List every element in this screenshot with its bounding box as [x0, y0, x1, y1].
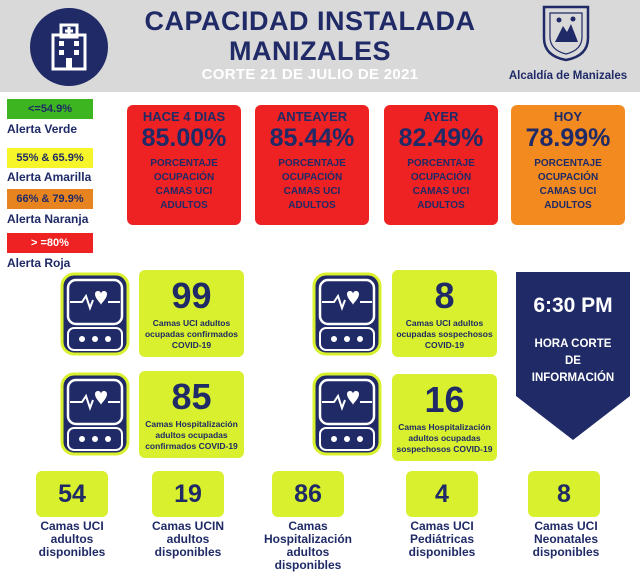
occupancy-value: 78.99%: [525, 124, 611, 152]
occupancy-desc: CAMAS UCI: [283, 186, 341, 197]
occupancy-card-hace-4-dias: HACE 4 DIAS 85.00% PORCENTAJE OCUPACIÓN CA…: [127, 105, 241, 225]
occupancy-value: 82.49%: [398, 124, 484, 152]
occupancy-desc: CAMAS UCI: [412, 186, 470, 197]
stat-value: 99: [171, 275, 212, 316]
occupancy-desc: OCUPACIÓN: [153, 172, 215, 183]
legend-swatch-naranja: 66% & 79.9%: [7, 189, 93, 209]
legend-label-verde: Alerta Verde: [7, 122, 78, 136]
available-label-uci-neonatales: Camas UCI Neonatales disponibles: [516, 520, 616, 559]
available-label-line: Camas UCI: [410, 519, 474, 533]
page-title-line1: CAPACIDAD INSTALADA: [144, 6, 476, 36]
stat-card-uci-confirmados: 99 Camas UCI adultos ocupadas confirmados…: [139, 270, 244, 357]
cut-time-caption: HORA CORTE: [534, 338, 612, 350]
available-label-line: disponibles: [154, 545, 222, 559]
occupancy-period: HACE 4 DIAS: [142, 109, 226, 124]
available-label-hospitalizacion: Camas Hospitalización adultos disponible…: [252, 520, 364, 572]
available-label-line: disponibles: [274, 558, 342, 572]
available-label-line: adultos: [50, 532, 94, 546]
stat-label: confirmados COVID-19: [145, 441, 238, 451]
occupancy-period: AYER: [423, 109, 459, 124]
cut-time-caption: INFORMACIÓN: [531, 372, 615, 384]
occupancy-desc: PORCENTAJE: [150, 158, 218, 169]
occupancy-value: 85.00%: [141, 124, 227, 152]
legend-label-amarilla: Alerta Amarilla: [7, 170, 92, 184]
stat-label: Camas Hospitalización: [145, 419, 238, 429]
page-title-line2: MANIZALES: [229, 36, 391, 66]
occupancy-desc: CAMAS UCI: [539, 186, 597, 197]
stat-label: COVID-19: [424, 340, 465, 350]
occupancy-desc: ADULTOS: [544, 200, 592, 211]
available-label-line: disponibles: [38, 545, 106, 559]
available-label-line: Camas UCI: [40, 519, 104, 533]
occupancy-desc: PORCENTAJE: [407, 158, 475, 169]
occupancy-desc: ADULTOS: [288, 200, 336, 211]
heart-rate-monitor-icon: [60, 272, 130, 356]
available-label-uci-pediatricas: Camas UCI Pediátricas disponibles: [390, 520, 494, 559]
available-label-line: Camas UCIN: [151, 519, 225, 533]
heart-rate-monitor-icon: [312, 372, 382, 456]
legend-swatch-amarilla: 55% & 65.9%: [7, 148, 93, 168]
occupancy-desc: ADULTOS: [417, 200, 465, 211]
header-banner: CAPACIDAD INSTALADA MANIZALES CORTE 21 D…: [0, 0, 640, 92]
heart-rate-monitor-icon: [60, 372, 130, 456]
occupancy-card-ayer: AYER 82.49% PORCENTAJE OCUPACIÓN CAMAS UCI…: [384, 105, 498, 225]
legend-label-naranja: Alerta Naranja: [7, 212, 89, 226]
cut-time-caption: DE: [565, 355, 581, 367]
occupancy-desc: PORCENTAJE: [278, 158, 346, 169]
occupancy-card-anteayer: ANTEAYER 85.44% PORCENTAJE OCUPACIÓN CAMAS…: [255, 105, 369, 225]
stat-label: COVID-19: [171, 340, 212, 350]
available-label-uci-adultos: Camas UCI adultos disponibles: [22, 520, 122, 559]
available-card-ucin-adultos: 19: [152, 471, 224, 517]
available-label-line: Hospitalización: [263, 532, 352, 546]
stat-label: ocupadas confirmados: [144, 329, 239, 339]
available-label-line: disponibles: [408, 545, 476, 559]
stat-label: Camas UCI adultos: [405, 318, 484, 328]
occupancy-card-hoy: HOY 78.99% PORCENTAJE OCUPACIÓN CAMAS UCI A…: [511, 105, 625, 225]
stat-value: 85: [171, 376, 212, 417]
available-card-uci-pediatricas: 4: [406, 471, 478, 517]
occupancy-period: HOY: [553, 109, 583, 124]
available-label-line: Pediátricas: [409, 532, 475, 546]
available-label-line: disponibles: [532, 545, 600, 559]
occupancy-desc: OCUPACIÓN: [281, 172, 343, 183]
report-date: CORTE 21 DE JULIO DE 2021: [201, 66, 419, 83]
stat-label: sospechosos COVID-19: [396, 444, 493, 454]
legend-swatch-roja: > =80%: [7, 233, 93, 253]
manizales-crest-icon: [542, 5, 590, 62]
available-label-ucin-adultos: Camas UCIN adultos disponibles: [138, 520, 238, 559]
occupancy-desc: PORCENTAJE: [534, 158, 602, 169]
occupancy-desc: ADULTOS: [160, 200, 208, 211]
available-label-line: Camas: [288, 519, 328, 533]
cut-time-panel: 6:30 PM HORA CORTE DE INFORMACIÓN: [516, 272, 630, 440]
cut-time-value: 6:30 PM: [533, 294, 613, 317]
stat-card-hosp-sospechosos: 16 Camas Hospitalización adultos ocupadas…: [392, 374, 497, 461]
hospital-building-icon: [30, 8, 108, 86]
occupancy-desc: OCUPACIÓN: [537, 172, 599, 183]
available-label-line: Neonatales: [533, 532, 599, 546]
stat-value: 16: [424, 379, 465, 420]
stat-label: ocupadas sospechosos: [396, 329, 493, 339]
legend-label-roja: Alerta Roja: [7, 256, 71, 270]
available-card-uci-adultos: 54: [36, 471, 108, 517]
occupancy-value: 85.44%: [269, 124, 355, 152]
stat-value: 8: [434, 275, 455, 316]
available-label-line: adultos: [286, 545, 330, 559]
stat-card-hosp-confirmados: 85 Camas Hospitalización adultos ocupadas…: [139, 371, 244, 458]
stat-label: Camas Hospitalización: [398, 422, 491, 432]
stat-label: adultos ocupadas: [155, 430, 228, 440]
available-label-line: Camas UCI: [534, 519, 598, 533]
stat-label: Camas UCI adultos: [152, 318, 231, 328]
stat-label: adultos ocupadas: [408, 433, 481, 443]
occupancy-desc: OCUPACIÓN: [410, 172, 472, 183]
occupancy-desc: CAMAS UCI: [155, 186, 213, 197]
available-label-line: adultos: [166, 532, 210, 546]
available-card-uci-neonatales: 8: [528, 471, 600, 517]
legend-swatch-verde: <=54.9%: [7, 99, 93, 119]
organization-name: Alcaldía de Manizales: [508, 70, 628, 82]
heart-rate-monitor-icon: [312, 272, 382, 356]
occupancy-period: ANTEAYER: [276, 109, 348, 124]
available-card-hospitalizacion: 86: [272, 471, 344, 517]
stat-card-uci-sospechosos: 8 Camas UCI adultos ocupadas sospechosos C…: [392, 270, 497, 357]
